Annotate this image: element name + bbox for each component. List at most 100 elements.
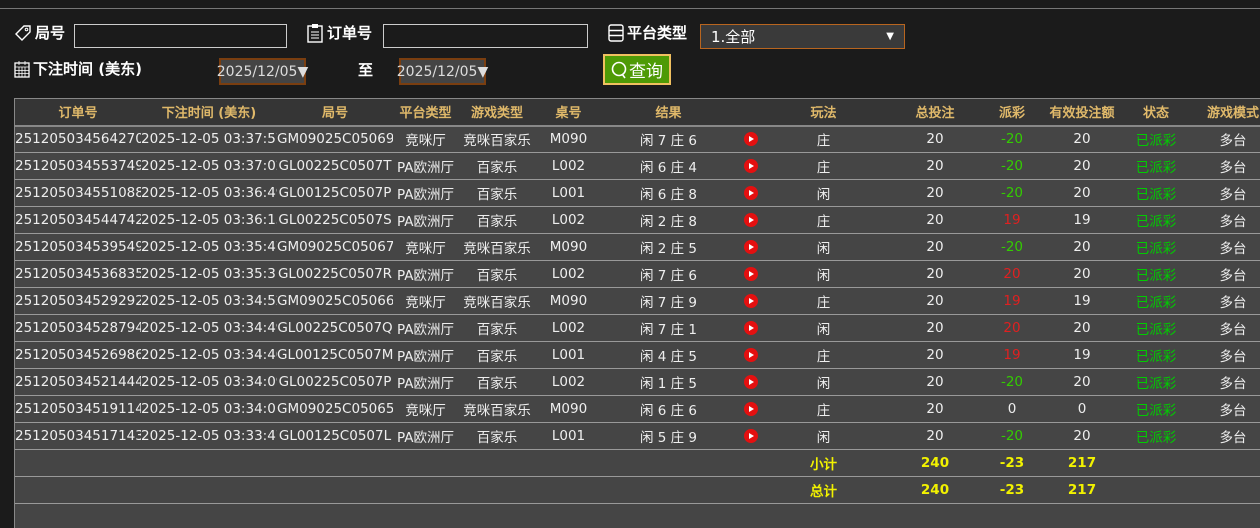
cell-play: 闲 [766, 314, 881, 342]
cell-game: 百家乐 [458, 260, 536, 288]
list-icon [608, 23, 624, 42]
cell-status: 已派彩 [1129, 368, 1183, 396]
cell-payout: -20 [989, 152, 1035, 180]
column-header[interactable]: 玩法 [766, 98, 881, 127]
column-header[interactable]: 结果 [601, 98, 736, 127]
date-from-select[interactable]: 2025/12/05▼ [217, 58, 308, 85]
cell-order_id[interactable]: 251205034551088 [15, 179, 141, 207]
cell-order_id[interactable]: 251205034544742 [15, 206, 141, 234]
platform-label: 平台类型 [608, 22, 687, 43]
cell-order_id[interactable]: 251205034528794 [15, 314, 141, 342]
cell-payout: -20 [989, 179, 1035, 207]
cell-time: 2025-12-05 03:34:49 [141, 314, 277, 342]
round-input[interactable] [74, 24, 287, 48]
cell-time: 2025-12-05 03:36:13 [141, 206, 277, 234]
cell-platform: PA欧洲厅 [393, 341, 458, 369]
cell-order_id[interactable]: 251205034564270 [15, 125, 141, 153]
video-play-icon[interactable] [744, 159, 758, 173]
column-header[interactable]: 有效投注额 [1035, 98, 1129, 127]
table-row: 251205034553749 2025-12-05 03:37:02 GL0022… [15, 152, 1260, 180]
cell-status: 已派彩 [1129, 314, 1183, 342]
round-label: 局号 [14, 22, 65, 43]
cell-payout: 0 [989, 395, 1035, 423]
column-header[interactable]: 局号 [277, 98, 393, 127]
cell-play: 庄 [766, 152, 881, 180]
column-header[interactable]: 游戏类型 [458, 98, 536, 127]
cell-order_id[interactable]: 251205034526986 [15, 341, 141, 369]
cell-order_id[interactable]: 251205034519114 [15, 395, 141, 423]
replay-cell [736, 287, 766, 315]
cell-order_id[interactable]: 251205034553749 [15, 152, 141, 180]
cell-play: 闲 [766, 368, 881, 396]
cell-status: 已派彩 [1129, 206, 1183, 234]
replay-cell [736, 206, 766, 234]
cell-time: 2025-12-05 03:36:49 [141, 179, 277, 207]
video-play-icon[interactable] [744, 294, 758, 308]
video-play-icon[interactable] [744, 321, 758, 335]
cell-table: M090 [536, 233, 601, 261]
cell-order_id[interactable]: 251205034517143 [15, 422, 141, 450]
search-icon [611, 61, 627, 78]
column-header[interactable]: 派彩 [989, 98, 1035, 127]
video-play-icon[interactable] [744, 240, 758, 254]
cell-mode: 多台 [1183, 314, 1260, 342]
video-play-icon[interactable] [744, 429, 758, 443]
spacer [1129, 476, 1260, 504]
column-header[interactable]: 订单号 [15, 98, 141, 127]
video-play-icon[interactable] [744, 186, 758, 200]
replay-cell [736, 260, 766, 288]
cell-mode: 多台 [1183, 422, 1260, 450]
column-header[interactable]: 游戏模式 [1183, 98, 1260, 127]
cell-round: GM09025C05066 [277, 287, 393, 315]
column-header[interactable] [736, 98, 766, 127]
platform-select[interactable]: 1.全部 ▼ [700, 24, 905, 49]
total-label: 总计 [766, 476, 881, 504]
column-header[interactable]: 下注时间 (美东) [141, 98, 277, 127]
cell-time: 2025-12-05 03:34:01 [141, 395, 277, 423]
cell-table: L002 [536, 206, 601, 234]
cell-valid: 20 [1035, 125, 1129, 153]
table-row: 251205034551088 2025-12-05 03:36:49 GL0012… [15, 179, 1260, 207]
cell-payout: -20 [989, 368, 1035, 396]
cell-valid: 19 [1035, 206, 1129, 234]
column-header[interactable]: 平台类型 [393, 98, 458, 127]
video-play-icon[interactable] [744, 267, 758, 281]
search-button[interactable]: 查询 [603, 54, 671, 85]
cell-order_id[interactable]: 251205034539549 [15, 233, 141, 261]
subtotal-valid-bet: 217 [1035, 449, 1129, 477]
subtotal-label: 小计 [766, 449, 881, 477]
video-play-icon[interactable] [744, 402, 758, 416]
video-play-icon[interactable] [744, 132, 758, 147]
table-row: 251205034528794 2025-12-05 03:34:49 GL0022… [15, 314, 1260, 342]
cell-play: 闲 [766, 260, 881, 288]
cell-bet: 20 [881, 422, 989, 450]
clipboard-icon [307, 23, 323, 43]
cell-order_id[interactable]: 251205034529292 [15, 287, 141, 315]
video-play-icon[interactable] [744, 375, 758, 389]
cell-platform: 竞咪厅 [393, 125, 458, 153]
cell-result: 闲 7 庄 6 [601, 125, 736, 153]
cell-round: GM09025C05067 [277, 233, 393, 261]
spacer [1129, 449, 1260, 477]
video-play-icon[interactable] [744, 348, 758, 362]
order-input[interactable] [383, 24, 588, 48]
tag-icon [15, 24, 31, 41]
cell-table: M090 [536, 125, 601, 153]
cell-status: 已派彩 [1129, 125, 1183, 153]
cell-valid: 20 [1035, 314, 1129, 342]
video-play-icon[interactable] [744, 213, 758, 227]
spacer [15, 449, 766, 477]
date-to-select[interactable]: 2025/12/05▼ [397, 58, 488, 85]
cell-platform: 竞咪厅 [393, 287, 458, 315]
cell-order_id[interactable]: 251205034521444 [15, 368, 141, 396]
column-header[interactable]: 状态 [1129, 98, 1183, 127]
table-row: 251205034529292 2025-12-05 03:34:52 GM0902… [15, 287, 1260, 315]
cell-game: 百家乐 [458, 314, 536, 342]
cell-bet: 20 [881, 152, 989, 180]
column-header[interactable]: 总投注 [881, 98, 989, 127]
column-header[interactable]: 桌号 [536, 98, 601, 127]
cell-bet: 20 [881, 206, 989, 234]
cell-order_id[interactable]: 251205034536835 [15, 260, 141, 288]
cell-status: 已派彩 [1129, 287, 1183, 315]
cell-valid: 19 [1035, 287, 1129, 315]
